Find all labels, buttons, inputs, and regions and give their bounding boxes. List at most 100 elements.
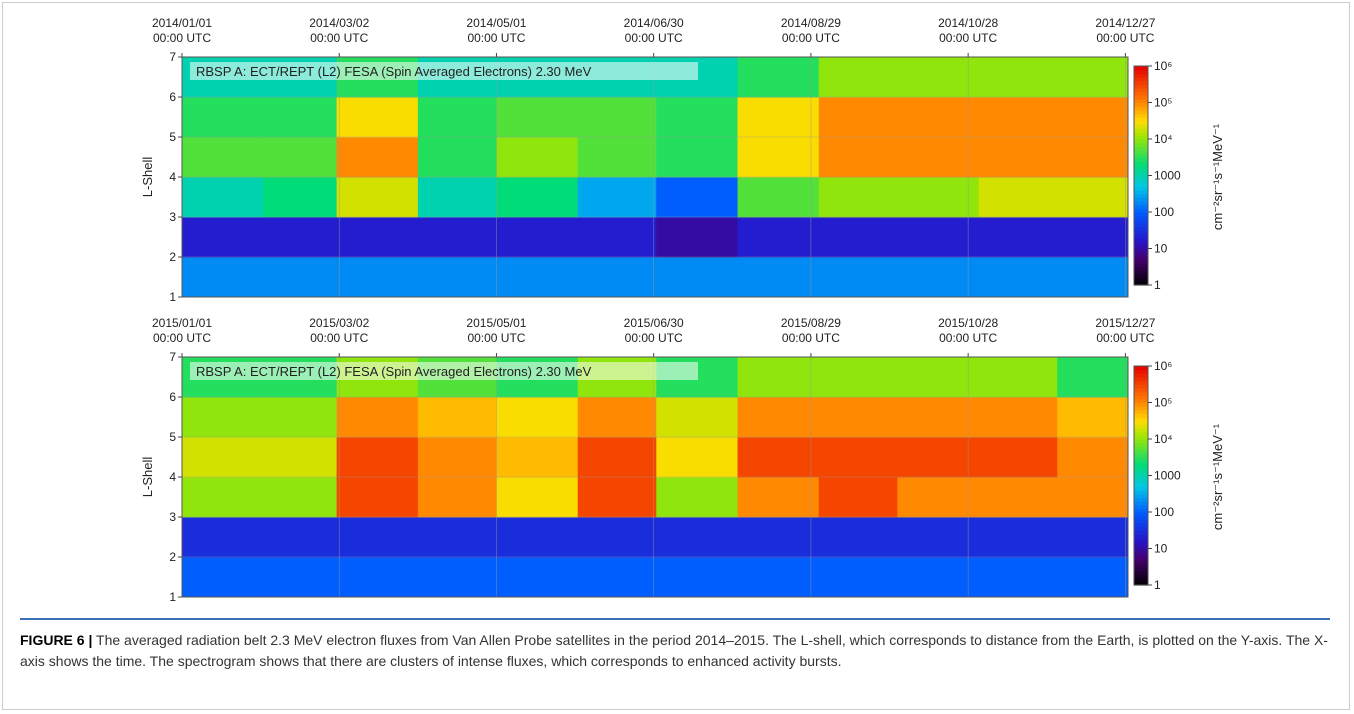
colorbar-step [1134,409,1148,415]
heat-cell [737,257,820,298]
heat-cell [263,517,338,558]
title-box [190,62,698,80]
heat-cell [577,397,657,438]
heat-cell [656,477,739,518]
colorbar-step [1134,552,1148,557]
colorbar-step [1134,135,1148,140]
colorbar-step [1134,98,1148,104]
heat-cell [1057,257,1129,298]
heat-cell [263,437,338,478]
colorbar-step [1134,153,1148,158]
heat-cell [897,257,980,298]
heat-cell [978,557,1058,598]
plot-border [181,56,1129,298]
plot-border [181,356,1129,598]
x-tick-time: 00:00 UTC [1096,331,1154,345]
heat-cell [417,557,497,598]
y-tick-label: 4 [169,470,176,484]
heat-cell [182,477,264,518]
colorbar-step [1134,190,1148,195]
heat-cell [182,517,264,558]
heat-cell [577,97,657,138]
heat-cell [182,137,264,178]
colorbar-step [1134,406,1148,411]
colorbar-step [1134,66,1148,71]
colorbar-step [1134,109,1148,115]
x-tick-label: 2014/06/30 00:00 UTC [624,16,684,45]
heat-cell [818,217,898,258]
heat-cell [1057,557,1129,598]
heat-cell [417,217,497,258]
colorbar-step [1134,244,1148,250]
colorbar-step [1134,149,1148,155]
colorbar-step [1134,530,1148,535]
heat-cell [1057,97,1129,138]
colorbar-step [1134,175,1148,180]
colorbar-step [1134,215,1148,220]
colorbar-step [1134,237,1148,242]
heat-cell [737,557,820,598]
heat-cell [818,397,898,438]
colorbar-step [1134,387,1148,393]
heat-cell [818,177,898,218]
heat-cell [263,217,338,258]
colorbar-step [1134,508,1148,513]
x-tick-time: 00:00 UTC [310,331,368,345]
colorbar-step [1134,457,1148,462]
heat-cell [978,137,1058,178]
x-tick-time: 00:00 UTC [467,31,525,45]
heat-cell [737,437,820,478]
colorbar-step [1134,490,1148,495]
heat-cell [818,477,898,518]
heat-cell [897,557,980,598]
plot-title: RBSP A: ECT/REPT (L2) FESA (Spin Average… [196,64,592,79]
colorbar-step [1134,380,1148,385]
heat-cell [656,257,739,298]
heat-cell [656,557,739,598]
heat-cell [417,477,497,518]
heat-cell [818,257,898,298]
heat-cell [577,217,657,258]
colorbar-step [1134,259,1148,264]
colorbar-step [1134,464,1148,469]
heat-cell [1057,137,1129,178]
caption-text: The averaged radiation belt 2.3 MeV elec… [20,632,1328,669]
x-tick-time: 00:00 UTC [625,331,683,345]
heat-cell [737,517,820,558]
colorbar-step [1134,493,1148,498]
heat-cell [897,137,980,178]
colorbar-step [1134,117,1148,122]
colorbar-tick-label: 1 [1154,278,1161,292]
heat-cell [818,57,898,98]
x-tick-label: 2015/06/30 00:00 UTC [624,316,684,345]
y-tick-label: 1 [169,590,176,604]
colorbar-step [1134,522,1148,528]
heat-cell [978,437,1058,478]
heat-cell [656,217,739,258]
colorbar-step [1134,266,1148,271]
heat-cell [496,137,579,178]
colorbar-tick-label: 10 [1154,242,1168,256]
colorbar-step [1134,182,1148,188]
colorbar-tick-label: 10⁶ [1154,359,1172,373]
heat-cell [818,517,898,558]
colorbar-step [1134,424,1148,429]
colorbar-step [1134,124,1148,129]
y-tick-label: 3 [169,510,176,524]
x-tick-label: 2015/03/02 00:00 UTC [309,316,369,345]
heat-cell [818,137,898,178]
colorbar-step [1134,80,1148,85]
colorbar-step [1134,435,1148,440]
heat-cell [1057,357,1129,398]
heat-cell [263,97,338,138]
colorbar-step [1134,230,1148,235]
x-tick-date: 2015/06/30 [624,316,684,330]
x-tick-date: 2015/03/02 [309,316,369,330]
x-tick-date: 2014/05/01 [466,16,526,30]
y-tick-label: 6 [169,390,176,404]
colorbar-step [1134,486,1148,491]
colorbar-tick-label: 10⁴ [1154,132,1173,146]
x-tick-time: 00:00 UTC [939,331,997,345]
heat-cell [496,177,579,218]
heat-cell [577,437,657,478]
